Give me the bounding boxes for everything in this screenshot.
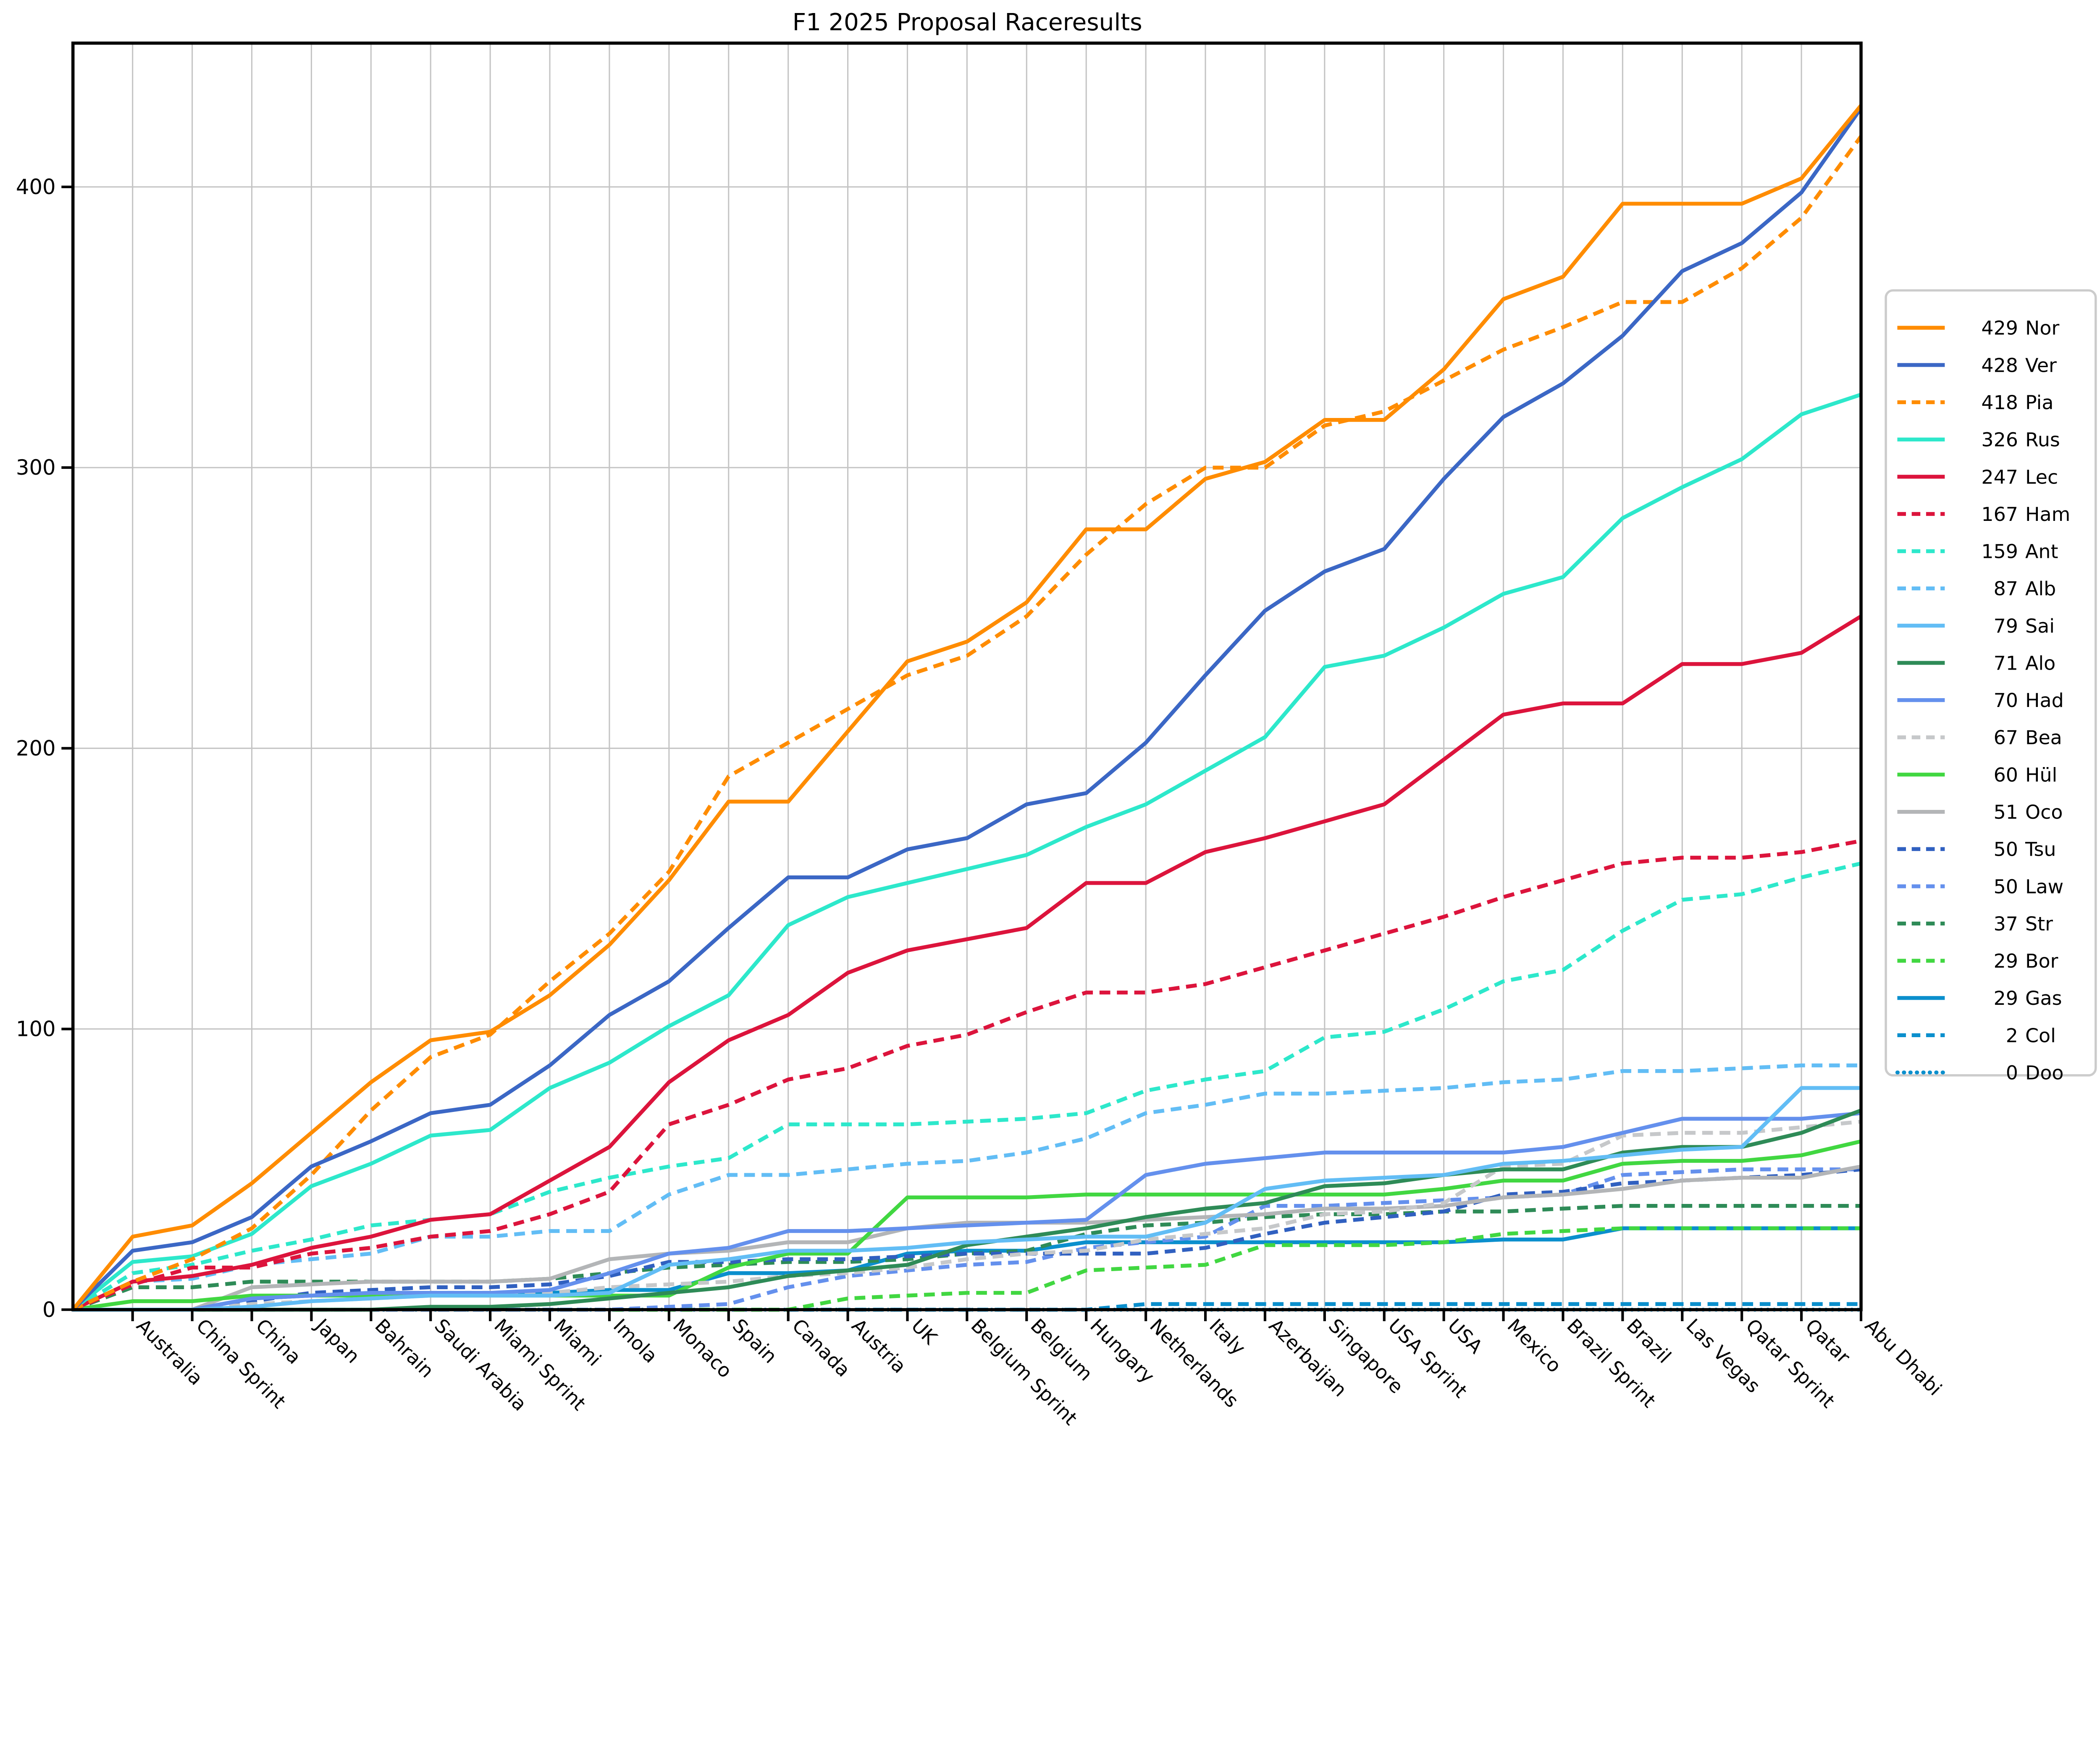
legend-total-Rus: 326 [1981,428,2018,451]
legend: 429 Nor 428 Ver 418 Pia 326 Rus 247 Lec 167 Ham 159 A… [1885,289,2097,1084]
x-tick-label: Hungary [1086,1314,1159,1387]
legend-box [1885,289,2097,1077]
legend-name-Bea: Bea [2025,726,2062,749]
y-tick-label: 300 [16,455,56,480]
legend-name-Bor: Bor [2025,950,2058,972]
legend-name-Str: Str [2025,912,2053,935]
legend-total-Col: 2 [2006,1024,2018,1047]
legend-total-Lec: 247 [1981,465,2018,488]
legend-name-Gas: Gas [2025,987,2062,1009]
x-tick-label: Japan [310,1314,364,1368]
x-tick-label: Monaco [669,1314,736,1382]
legend-name-Law: Law [2025,875,2063,898]
x-tick-label: UK [907,1314,942,1349]
x-tick-label: Qatar [1801,1314,1855,1368]
legend-total-Hül: 60 [1994,763,2018,786]
series-line-Pia [72,135,1863,1311]
legend-total-Ver: 428 [1981,354,2018,376]
series-line-Sai [73,1086,1861,1312]
x-tick-label: Imola [609,1314,662,1367]
series-line-Oco [73,1164,1861,1312]
legend-name-Had: Had [2025,689,2064,712]
y-tick-label: 400 [16,175,56,199]
series-line-Ham [72,839,1861,1311]
legend-name-Ver: Ver [2025,354,2057,376]
series-line-Ver [71,107,1863,1311]
legend-name-Hül: Hül [2025,763,2057,786]
x-tick-label: Austria [848,1314,911,1377]
legend-name-Ant: Ant [2025,540,2058,563]
legend-total-Nor: 429 [1981,317,2018,339]
series-line-Had [73,1111,1861,1312]
legend-total-Had: 70 [1994,689,2018,712]
legend-name-Sai: Sai [2025,615,2055,637]
legend-name-Doo: Doo [2025,1061,2063,1084]
series-line-Tsu [73,1167,1861,1312]
legend-total-Str: 37 [1994,912,2018,935]
legend-name-Pia: Pia [2025,391,2053,414]
y-tick-label: 200 [16,736,56,760]
x-tick-label: Brazil [1622,1314,1675,1368]
legend-total-Sai: 79 [1994,615,2018,637]
x-tick-label: Spain [728,1314,782,1368]
legend-total-Pia: 418 [1981,391,2018,414]
legend-total-Ham: 167 [1981,503,2018,526]
series-line-Ant [72,861,1861,1311]
legend-name-Oco: Oco [2025,801,2063,823]
legend-name-Nor: Nor [2025,317,2059,339]
x-tick-label: Belgium Sprint [966,1314,1082,1430]
legend-total-Gas: 29 [1994,987,2018,1009]
legend-name-Alb: Alb [2025,577,2056,600]
legend-total-Bea: 67 [1994,726,2018,749]
legend-name-Ham: Ham [2025,503,2070,526]
series-line-Hül [73,1139,1861,1312]
series-line-Rus [71,393,1862,1311]
series-line-Lec [72,615,1862,1311]
legend-total-Oco: 51 [1994,801,2018,823]
legend-total-Ant: 159 [1981,540,2018,563]
legend-name-Alo: Alo [2025,652,2055,674]
legend-name-Rus: Rus [2025,428,2060,451]
legend-total-Tsu: 50 [1994,838,2018,861]
legend-total-Bor: 29 [1994,950,2018,972]
y-tick-label: 0 [42,1298,56,1322]
x-tick-label: Canada [788,1314,855,1381]
x-tick-label: Miami [549,1314,605,1370]
legend-total-Alb: 87 [1994,577,2018,600]
x-tick-label: Mexico [1503,1314,1566,1377]
x-tick-label: China [252,1314,306,1369]
x-tick-label: USA [1444,1314,1487,1358]
x-tick-label: Abu Dhabi [1861,1314,1946,1400]
legend-total-Law: 50 [1994,875,2018,898]
legend-name-Lec: Lec [2025,465,2058,488]
chart-title: F1 2025 Proposal Raceresults [793,9,1142,36]
series-line-Nor [71,104,1863,1311]
grid-layer [73,43,1862,1310]
series-layer [71,104,1863,1312]
legend-total-Alo: 71 [1994,652,2018,674]
y-tick-label: 100 [16,1017,56,1041]
legend-name-Tsu: Tsu [2025,838,2056,861]
legend-total-Doo: 0 [2006,1061,2018,1084]
x-tick-label: Bahrain [370,1314,438,1382]
legend-name-Col: Col [2025,1024,2056,1047]
x-tick-label: Italy [1205,1314,1250,1359]
